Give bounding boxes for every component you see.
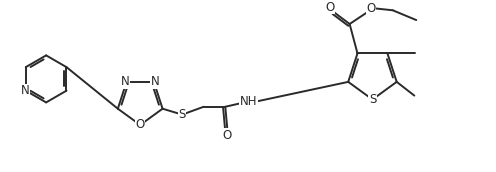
- Text: O: O: [325, 1, 335, 14]
- Text: O: O: [223, 129, 232, 142]
- Text: O: O: [367, 2, 376, 15]
- Text: S: S: [179, 108, 186, 121]
- Text: N: N: [151, 75, 159, 88]
- Text: NH: NH: [240, 95, 257, 108]
- Text: O: O: [135, 119, 145, 131]
- Text: N: N: [121, 75, 130, 88]
- Text: S: S: [369, 93, 376, 106]
- Text: N: N: [20, 84, 29, 97]
